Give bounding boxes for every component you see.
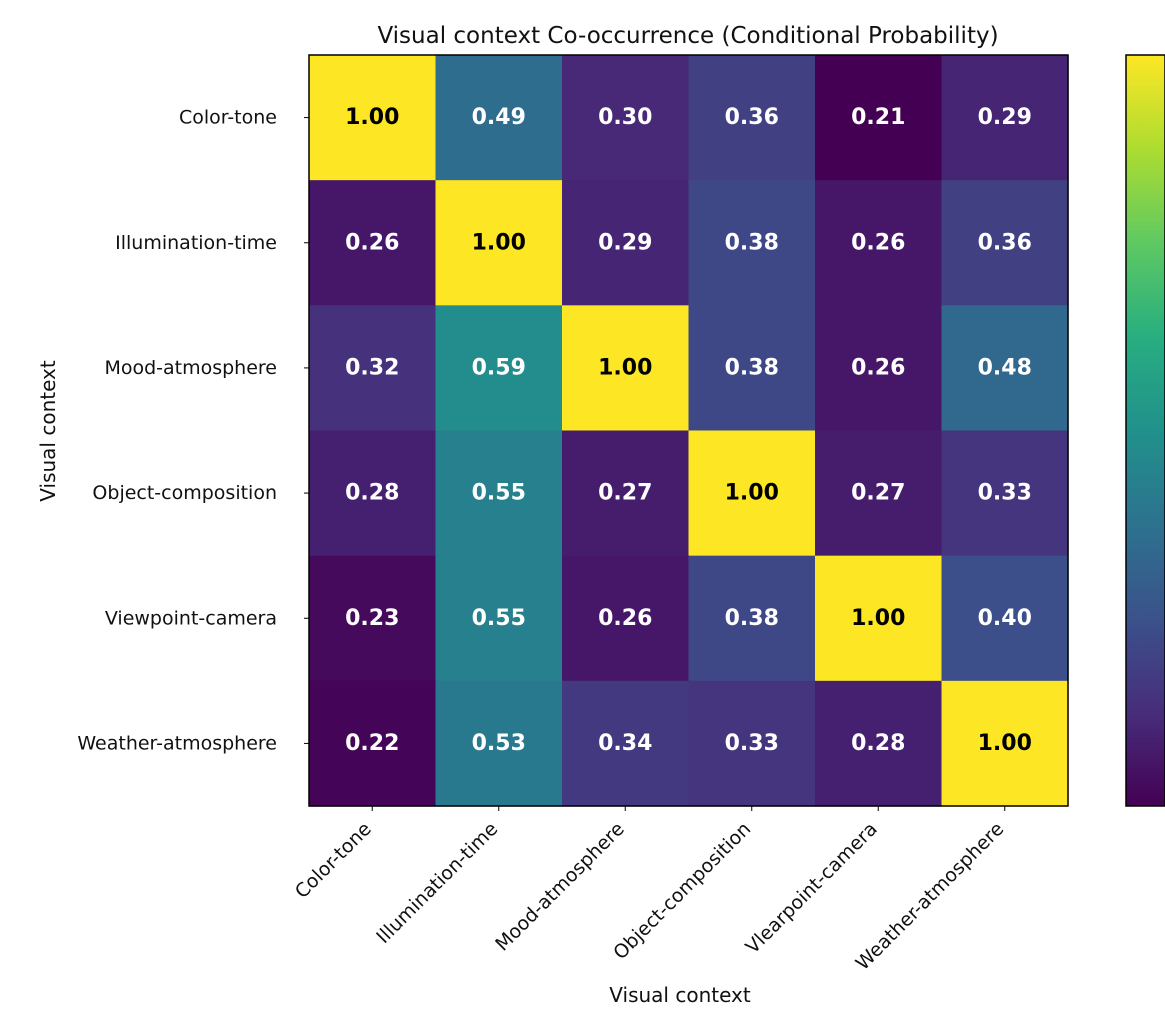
heatmap-cell xyxy=(435,680,563,807)
heatmap-cell xyxy=(941,305,1069,432)
heatmap-cell xyxy=(309,555,437,682)
x-tick-label: Vlearpoint-camera xyxy=(741,818,881,958)
y-tick-label: Mood-atmosphere xyxy=(104,357,277,379)
cell-value-label: 0.30 xyxy=(598,105,652,130)
heatmap-cell xyxy=(688,555,816,682)
cell-value-label: 0.38 xyxy=(725,355,779,380)
chart-title: Visual context Co-occurrence (Conditiona… xyxy=(377,23,998,49)
heatmap-cell xyxy=(815,680,943,807)
heatmap-cell xyxy=(562,180,690,306)
cell-value-label: 0.21 xyxy=(851,105,905,130)
heatmap-cell xyxy=(815,555,943,682)
cell-value-label: 0.55 xyxy=(472,481,526,506)
x-tick-label: Illumination-time xyxy=(372,818,502,948)
y-tick-label: Object-composition xyxy=(92,482,277,504)
cell-value-label: 0.55 xyxy=(472,606,526,631)
y-axis-label: Visual context xyxy=(36,360,60,502)
heatmap-cell xyxy=(562,430,690,557)
cell-value-label: 0.34 xyxy=(598,731,652,756)
heatmap-cells xyxy=(309,55,1069,807)
plot-frame xyxy=(308,54,1069,807)
heatmap-cell xyxy=(688,55,816,181)
cell-value-label: 1.00 xyxy=(851,606,905,631)
cell-value-labels: 1.00 0.49 0.30 0.36 0.21 0.29 0.26 1.00 0.29 0.38… xyxy=(345,105,1032,756)
heatmap-cell xyxy=(435,305,563,432)
cell-value-label: 0.36 xyxy=(978,230,1032,255)
heatmap-cell xyxy=(941,555,1069,682)
heatmap-cell xyxy=(435,55,563,181)
heatmap-cell xyxy=(815,305,943,432)
cell-value-label: 0.26 xyxy=(851,230,905,255)
x-tick-label: Color-tone xyxy=(291,818,376,903)
cell-value-label: 0.23 xyxy=(345,606,399,631)
y-tick-label: Viewpoint-camera xyxy=(105,607,277,629)
cell-value-label: 0.22 xyxy=(345,731,399,756)
cell-value-label: 0.53 xyxy=(472,731,526,756)
heatmap-cell xyxy=(941,180,1069,306)
cell-value-label: 0.33 xyxy=(725,731,779,756)
cell-value-label: 1.00 xyxy=(472,230,526,255)
heatmap-cell xyxy=(815,430,943,557)
cell-value-label: 0.32 xyxy=(345,355,399,380)
cell-value-label: 0.27 xyxy=(598,481,652,506)
heatmap-cell xyxy=(941,430,1069,557)
cell-value-label: 0.40 xyxy=(978,606,1032,631)
cell-value-label: 0.28 xyxy=(345,481,399,506)
x-tick-label: Mood-atmosphere xyxy=(491,818,629,956)
heatmap-cell xyxy=(941,55,1069,181)
cell-value-label: 0.28 xyxy=(851,731,905,756)
heatmap-cell xyxy=(435,555,563,682)
cell-value-label: 0.26 xyxy=(345,230,399,255)
cell-value-label: 0.38 xyxy=(725,606,779,631)
heatmap-cell xyxy=(941,680,1069,807)
cell-value-label: 1.00 xyxy=(978,731,1032,756)
y-axis-ticks: Color-tone Illumination-time Mood-atmosphe… xyxy=(77,107,309,754)
colorbar xyxy=(1125,54,1165,807)
heatmap-cell xyxy=(309,180,437,306)
y-tick-label: Color-tone xyxy=(179,107,277,129)
heatmap-cell xyxy=(435,180,563,306)
heatmap-cell xyxy=(815,55,943,181)
cell-value-label: 0.27 xyxy=(851,481,905,506)
cell-value-label: 1.00 xyxy=(345,105,399,130)
cell-value-label: 0.26 xyxy=(598,606,652,631)
cell-value-label: 0.49 xyxy=(472,105,526,130)
heatmap-cell xyxy=(309,430,437,557)
cell-value-label: 0.26 xyxy=(851,355,905,380)
heatmap-cell xyxy=(309,55,437,181)
cell-value-label: 0.38 xyxy=(725,230,779,255)
heatmap-cell xyxy=(309,305,437,432)
x-axis-label: Visual context xyxy=(609,983,751,1007)
y-tick-label: Illumination-time xyxy=(115,232,277,254)
heatmap-cell xyxy=(562,305,690,432)
heatmap-cell xyxy=(309,680,437,807)
cell-value-label: 0.29 xyxy=(598,230,652,255)
cell-value-label: 0.36 xyxy=(725,105,779,130)
x-tick-label: Weather-atmosphere xyxy=(852,818,1009,975)
heatmap-cell xyxy=(688,430,816,557)
heatmap-cell xyxy=(562,555,690,682)
heatmap-cell xyxy=(688,180,816,306)
cell-value-label: 1.00 xyxy=(598,355,652,380)
y-tick-label: Weather-atmosphere xyxy=(77,732,277,754)
x-axis-ticks: Color-toneIllumination-timeMood-atmosphe… xyxy=(291,806,1008,975)
heatmap-cell xyxy=(688,305,816,432)
heatmap-cell xyxy=(435,430,563,557)
heatmap-cell xyxy=(562,680,690,807)
heatmap-cell xyxy=(562,55,690,181)
cell-value-label: 0.29 xyxy=(978,105,1032,130)
heatmap-cell xyxy=(688,680,816,807)
cell-value-label: 0.48 xyxy=(978,355,1032,380)
heatmap-cell xyxy=(815,180,943,306)
cell-value-label: 0.33 xyxy=(978,481,1032,506)
cell-value-label: 0.59 xyxy=(472,355,526,380)
x-tick-label: Object-composition xyxy=(609,818,755,964)
cell-value-label: 1.00 xyxy=(725,481,779,506)
